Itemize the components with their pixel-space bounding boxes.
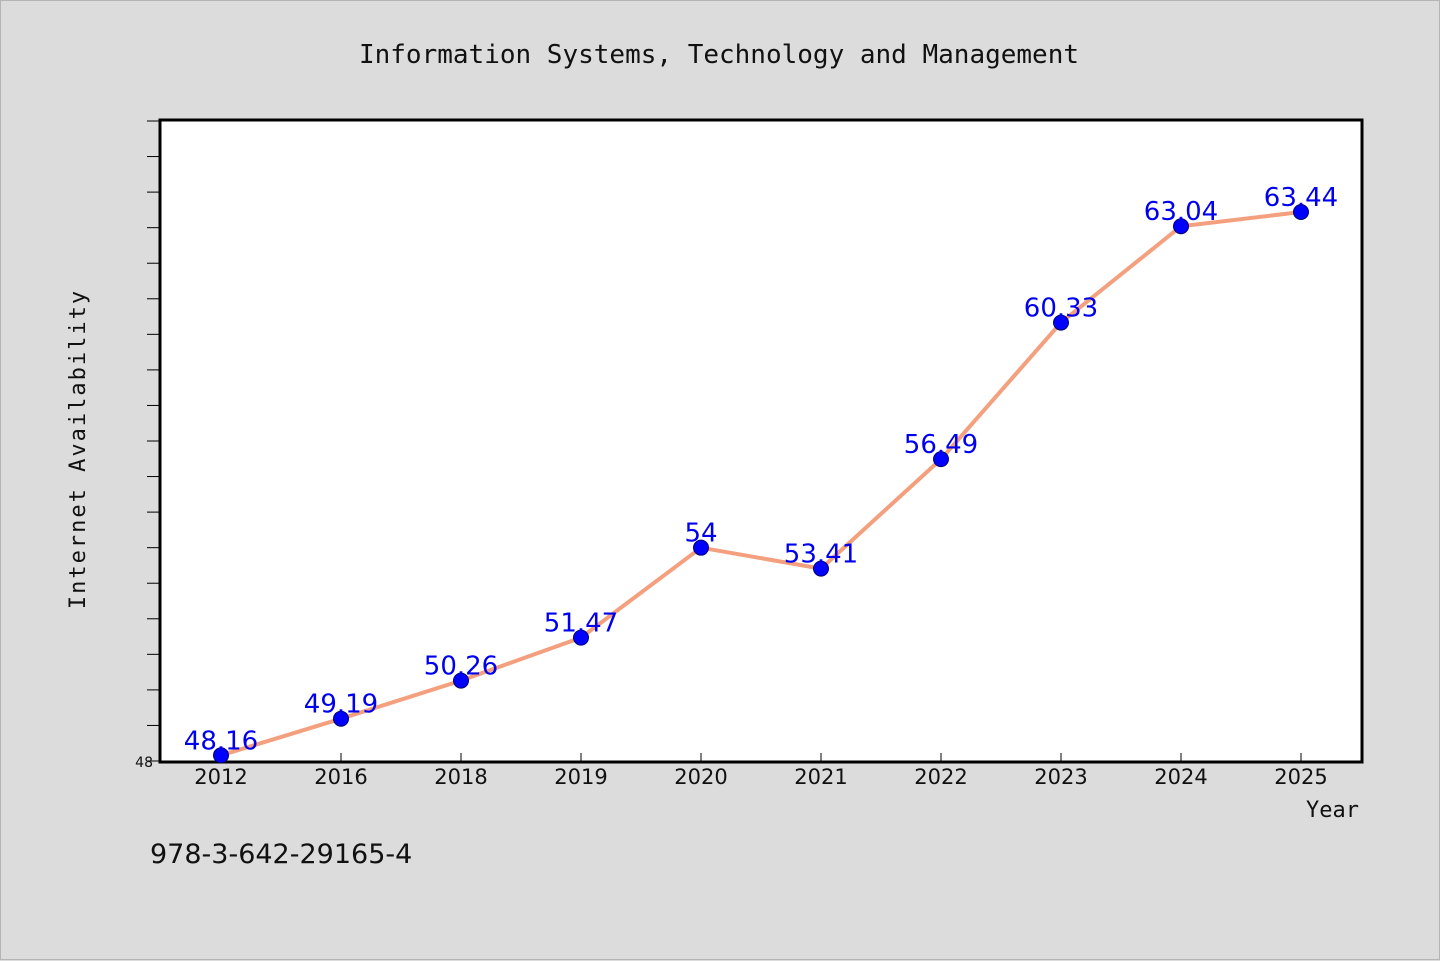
data-point-2024 <box>1173 218 1189 235</box>
x-tick-label-2016: 2016 <box>314 765 367 789</box>
y-axis-ticks <box>147 120 161 762</box>
data-label-2025: 63.44 <box>1264 183 1338 213</box>
data-label-2024: 63.04 <box>1144 197 1218 227</box>
data-point-2021 <box>813 560 829 577</box>
data-point-2018 <box>453 672 469 689</box>
x-tick-label-2025: 2025 <box>1274 765 1327 789</box>
data-point-2022 <box>933 451 949 468</box>
x-tick-label-2012: 2012 <box>194 765 247 789</box>
y-axis-label: Internet Availability <box>66 289 91 609</box>
data-label-2023: 60.33 <box>1024 294 1098 324</box>
data-point-2016 <box>333 710 349 727</box>
data-point-2012 <box>213 747 229 764</box>
x-tick-label-2018: 2018 <box>434 765 487 789</box>
x-tick-label-2023: 2023 <box>1034 765 1087 789</box>
data-label-2019: 51.47 <box>544 609 618 639</box>
data-point-2025 <box>1293 204 1309 221</box>
y-tick-label-48: 48 <box>135 755 153 771</box>
data-label-2022: 56.49 <box>904 430 978 460</box>
x-tick-label-2024: 2024 <box>1154 765 1207 789</box>
data-point-2020 <box>693 539 709 556</box>
x-axis-ticks: 2012 2016 2018 2019 2020 2021 2022 2023 2024 2025 <box>194 753 1328 789</box>
series-group: 48.16 49.19 50.26 51.47 54 53.41 56.49 60.33 63.… <box>184 183 1338 764</box>
x-axis-label: Year <box>1306 798 1359 823</box>
x-tick-label-2022: 2022 <box>914 765 967 789</box>
data-point-2023 <box>1053 314 1069 331</box>
x-tick-label-2021: 2021 <box>794 765 847 789</box>
series-line <box>220 210 1302 758</box>
data-label-2018: 50.26 <box>424 652 498 682</box>
data-point-2019 <box>573 629 589 646</box>
data-label-2012: 48.16 <box>184 726 258 756</box>
chart-title: Information Systems, Technology and Mana… <box>359 40 1079 70</box>
data-label-2021: 53.41 <box>784 540 858 570</box>
isbn-footer: 978-3-642-29165-4 <box>150 839 412 870</box>
data-label-2020: 54 <box>684 519 717 549</box>
plot-area <box>158 118 1364 764</box>
x-tick-label-2019: 2019 <box>554 765 607 789</box>
data-label-2016: 49.19 <box>304 690 378 720</box>
x-tick-label-2020: 2020 <box>674 765 727 789</box>
